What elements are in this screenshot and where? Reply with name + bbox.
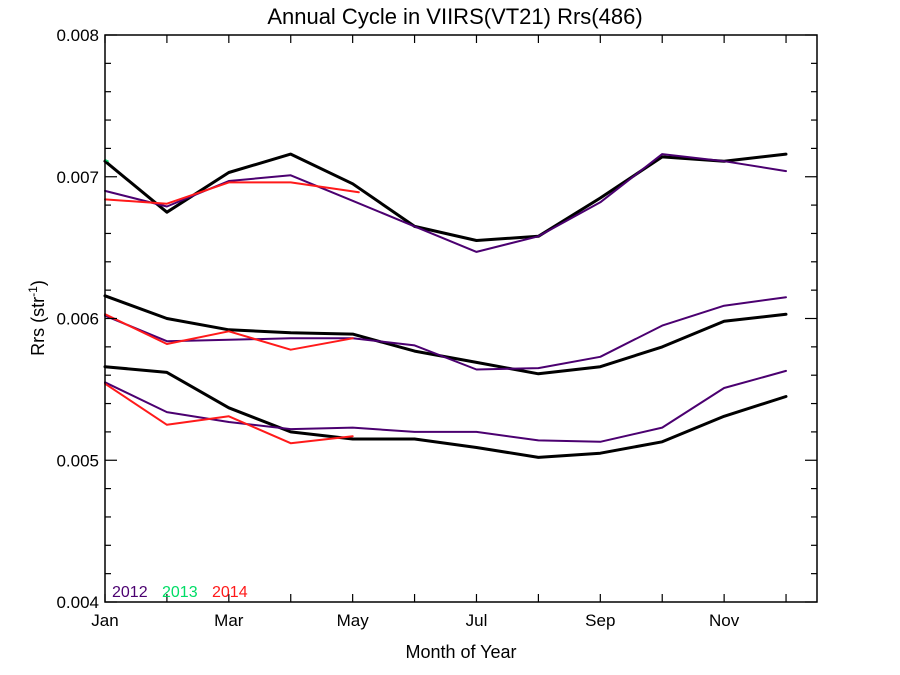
series-line-high-2014 [104,181,360,205]
x-tick-label: Nov [709,611,740,630]
y-axis-title-main: Rrs (str [28,297,48,356]
y-tick-label: 0.005 [56,451,99,470]
series-line-low-2012 [104,369,787,443]
legend-entry-2014: 2014 [212,584,248,601]
y-tick-label: 0.006 [56,310,99,329]
series-line-mid-2012 [104,296,787,371]
y-axis-title-end: ) [28,280,48,286]
legend-entry-2013: 2013 [162,584,198,601]
axis-tick-labels: Jan Mar May Jul Sep Nov 0.004 0.005 0.006 0.007 0.… [56,26,739,630]
y-axis-title-sup: -1 [26,286,40,297]
x-tick-label: Jan [91,611,118,630]
series-line-mid-2014 [104,313,354,351]
y-tick-label: 0.008 [56,26,99,45]
series-line-high-2012 [104,153,787,253]
y-tick-label: 0.004 [56,593,99,612]
y-tick-label: 0.007 [56,168,99,187]
axis-ticks [104,34,817,603]
x-tick-label: May [337,611,370,630]
series-line-low-climatology [103,365,788,459]
legend-entry-2012: 2012 [112,584,148,601]
chart-title: Annual Cycle in VIIRS(VT21) Rrs(486) [267,4,642,29]
plot-lines [103,152,788,459]
series-line-low-2014 [104,382,354,445]
x-tick-label: Jul [466,611,488,630]
y-axis-title: Rrs (str-1) [26,280,48,356]
legend: 2012 2013 2014 [112,584,248,601]
x-axis-title: Month of Year [405,642,516,662]
series-line-high-climatology [103,152,788,242]
x-tick-label: Mar [214,611,244,630]
plot-frame [104,34,818,603]
x-tick-label: Sep [585,611,615,630]
